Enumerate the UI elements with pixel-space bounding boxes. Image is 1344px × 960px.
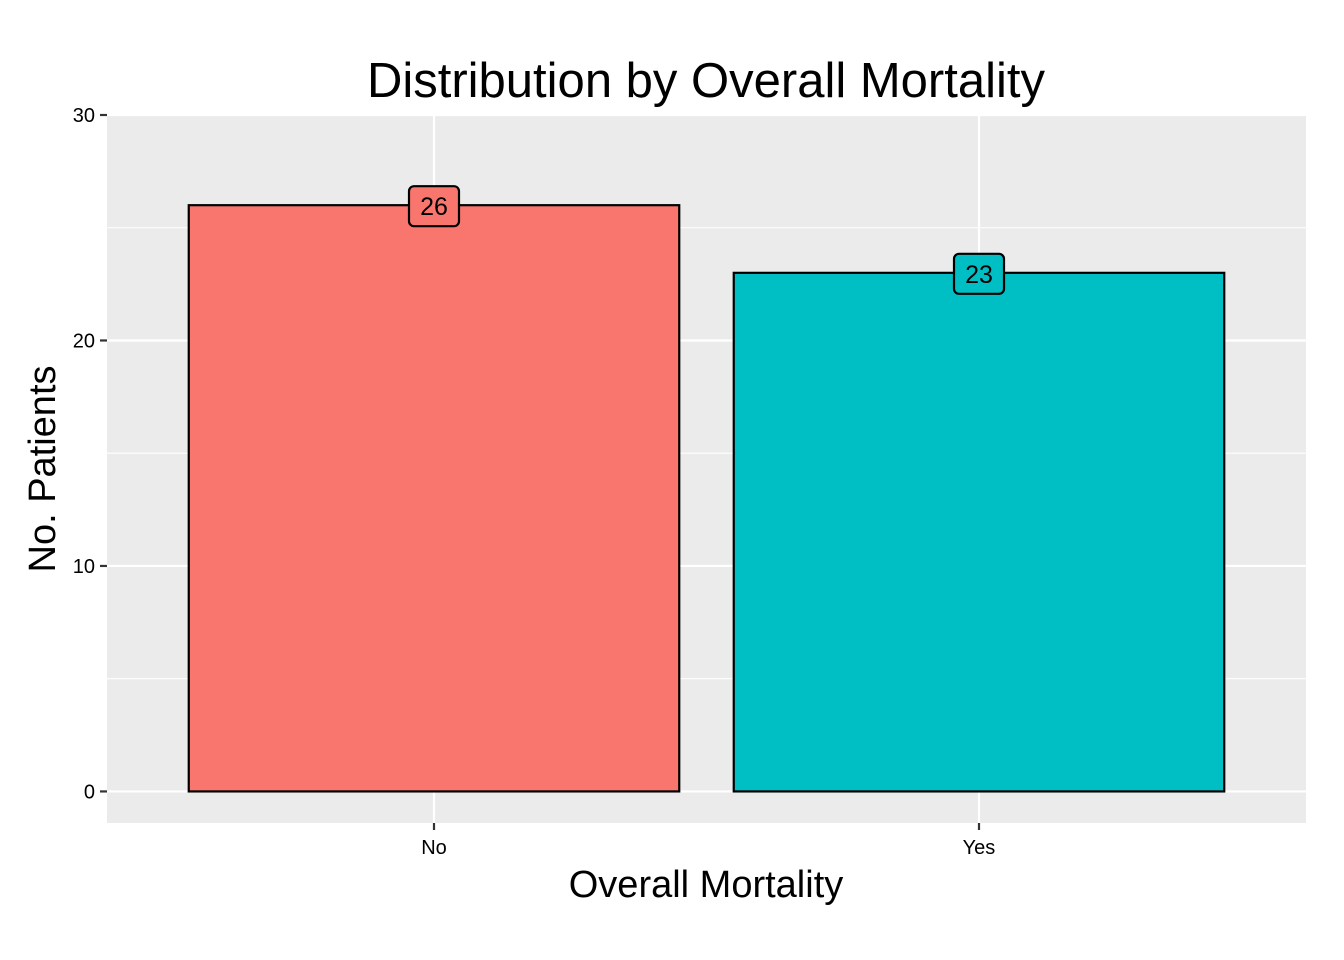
x-tick-label: Yes — [963, 837, 996, 859]
data-label: 26 — [420, 193, 448, 221]
y-tick-label: 30 — [73, 105, 95, 127]
x-axis-title: Overall Mortality — [569, 864, 844, 906]
chart-title: Distribution by Overall Mortality — [367, 54, 1046, 108]
bars — [187, 204, 1226, 793]
data-labels: 26 23 — [407, 185, 1006, 295]
x-axis: No Yes — [421, 823, 995, 859]
y-tick-label: 0 — [84, 781, 95, 803]
y-axis-title: No. Patients — [22, 366, 64, 573]
y-tick-label: 20 — [73, 330, 95, 352]
data-label: 23 — [965, 261, 993, 289]
x-tick-label: No — [421, 837, 447, 859]
y-axis: 0 10 20 30 — [73, 105, 107, 803]
bar-yes — [732, 271, 1226, 793]
data-label-box — [407, 185, 461, 228]
bar-no — [187, 204, 681, 793]
data-label-box — [952, 252, 1006, 295]
y-tick-label: 10 — [73, 556, 95, 578]
